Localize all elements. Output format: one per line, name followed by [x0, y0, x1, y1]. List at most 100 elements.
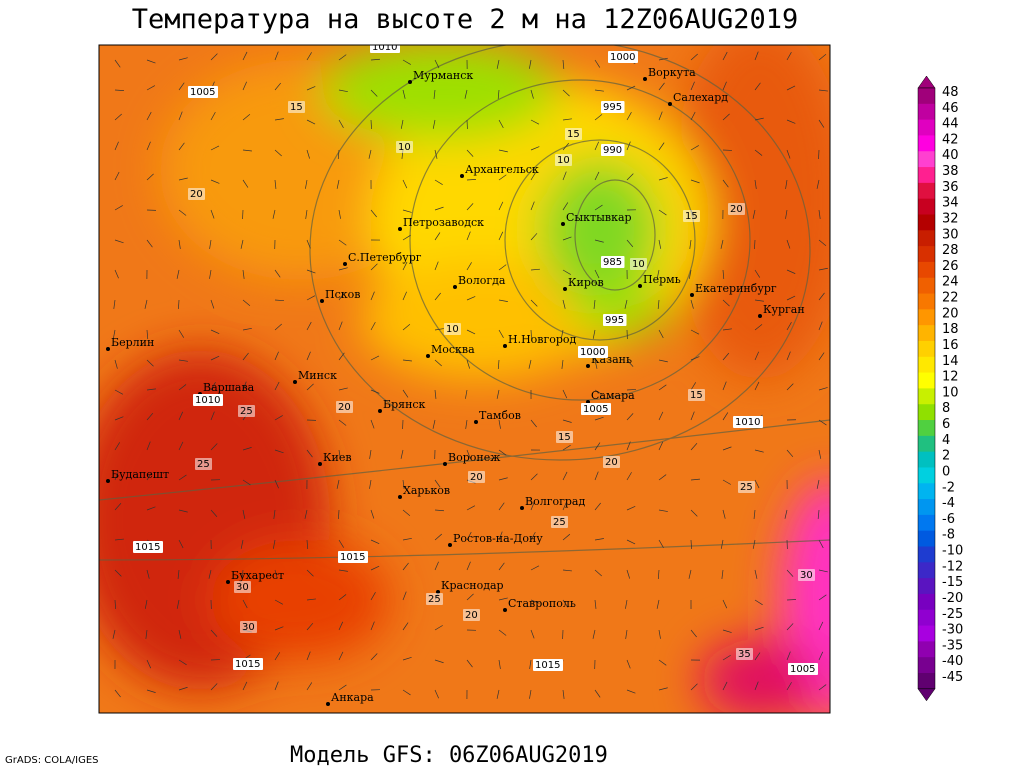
- wind-arrow: [752, 539, 756, 549]
- contour-label: 20: [465, 610, 478, 621]
- city-dot: [520, 506, 524, 510]
- wind-arrow: [434, 261, 439, 271]
- colorbar-swatch: [918, 404, 935, 421]
- wind-arrow: [466, 593, 474, 601]
- city-dot: [398, 495, 402, 499]
- wind-arrow: [306, 269, 316, 274]
- contour-label: 35: [738, 649, 751, 660]
- wind-arrow: [466, 231, 471, 241]
- wind-arrow: [722, 299, 730, 307]
- wind-arrow: [306, 449, 313, 458]
- wind-arrow: [146, 659, 152, 669]
- wind-arrow: [178, 111, 183, 121]
- wind-arrow: [690, 111, 696, 121]
- wind-arrow: [274, 569, 278, 579]
- colorbar-label: -25: [942, 607, 963, 622]
- contour-label-box: [188, 86, 218, 98]
- wind-arrow: [274, 118, 284, 121]
- city-label: Волгоград: [525, 495, 585, 508]
- wind-arrow: [754, 239, 756, 250]
- wind-arrow: [306, 651, 311, 661]
- wind-arrow: [370, 119, 372, 130]
- wind-arrow: [722, 654, 731, 661]
- wind-arrow: [754, 351, 760, 361]
- contour-label: 20: [470, 472, 483, 483]
- wind-arrow: [210, 509, 218, 518]
- city-dot: [106, 347, 110, 351]
- wind-arrow: [817, 509, 820, 519]
- wind-arrow: [594, 141, 600, 151]
- wind-arrow: [210, 111, 216, 121]
- colorbar-label: 28: [942, 243, 959, 258]
- wind-arrow: [498, 149, 508, 153]
- wind-arrow: [306, 86, 316, 91]
- wind-arrow: [466, 359, 470, 369]
- colorbar-swatch: [918, 467, 935, 484]
- wind-arrow: [722, 446, 732, 451]
- wind-arrow: [530, 146, 540, 151]
- contour-label: 1005: [583, 404, 608, 415]
- contour-label: 990: [603, 145, 622, 156]
- colorbar-label: 36: [942, 180, 959, 195]
- wind-arrow: [145, 629, 148, 639]
- contour-label-box: [233, 658, 263, 670]
- wind-arrow: [786, 322, 792, 331]
- wind-arrow: [146, 441, 151, 451]
- wind-arrow: [178, 177, 188, 181]
- wind-arrow: [434, 206, 444, 211]
- wind-arrow: [146, 329, 149, 339]
- wind-arrow: [722, 509, 726, 519]
- wind-arrow: [754, 569, 758, 579]
- wind-arrow: [338, 352, 345, 361]
- wind-arrow: [818, 621, 824, 631]
- contour-label: 10: [446, 324, 459, 335]
- wind-arrow: [210, 179, 220, 184]
- wind-arrow: [114, 141, 119, 151]
- colorbar-swatch: [918, 103, 935, 121]
- wind-arrow: [274, 415, 283, 421]
- wind-arrow: [272, 209, 276, 219]
- wind-arrow: [114, 416, 124, 421]
- wind-arrow: [464, 89, 468, 99]
- wind-arrow: [370, 58, 380, 61]
- wind-arrow: [656, 599, 660, 609]
- colorbar-swatch: [918, 88, 935, 105]
- wind-arrow: [562, 89, 570, 97]
- wind-arrow: [688, 569, 692, 579]
- wind-arrow: [176, 269, 180, 279]
- wind-arrow: [146, 689, 156, 693]
- wind-arrow: [753, 509, 756, 519]
- colorbar-swatch: [918, 673, 935, 690]
- wind-arrow: [562, 569, 572, 572]
- contour-label: 1005: [790, 664, 815, 675]
- wind-arrow: [146, 359, 154, 367]
- colorbar-label: -8: [942, 528, 955, 543]
- wind-arrow: [370, 592, 376, 601]
- wind-arrow: [274, 381, 280, 391]
- colorbar-swatch: [918, 325, 935, 342]
- wind-arrow: [146, 506, 156, 511]
- wind-arrow: [594, 389, 603, 396]
- wind-arrow: [306, 622, 314, 631]
- wind-arrow: [626, 389, 637, 391]
- wind-arrow: [658, 629, 661, 639]
- contour-label-box: [338, 551, 368, 563]
- wind-arrow: [818, 267, 828, 271]
- wind-arrow: [112, 329, 116, 339]
- wind-arrow: [434, 179, 443, 186]
- colorbar-label: 44: [942, 117, 959, 132]
- wind-arrow: [562, 533, 571, 541]
- wind-arrow: [690, 53, 698, 61]
- colorbar-label: 16: [942, 338, 959, 353]
- wind-arrow: [818, 387, 828, 391]
- wind-arrow: [338, 239, 347, 246]
- wind-arrow: [528, 359, 532, 369]
- city-dot: [563, 287, 567, 291]
- wind-arrow: [466, 505, 476, 511]
- colorbar-swatch: [918, 119, 935, 136]
- wind-arrow: [722, 352, 730, 361]
- colorbar-label: -10: [942, 544, 963, 559]
- wind-arrow: [626, 689, 636, 694]
- colorbar-label: 48: [942, 85, 959, 100]
- wind-arrow: [594, 569, 602, 577]
